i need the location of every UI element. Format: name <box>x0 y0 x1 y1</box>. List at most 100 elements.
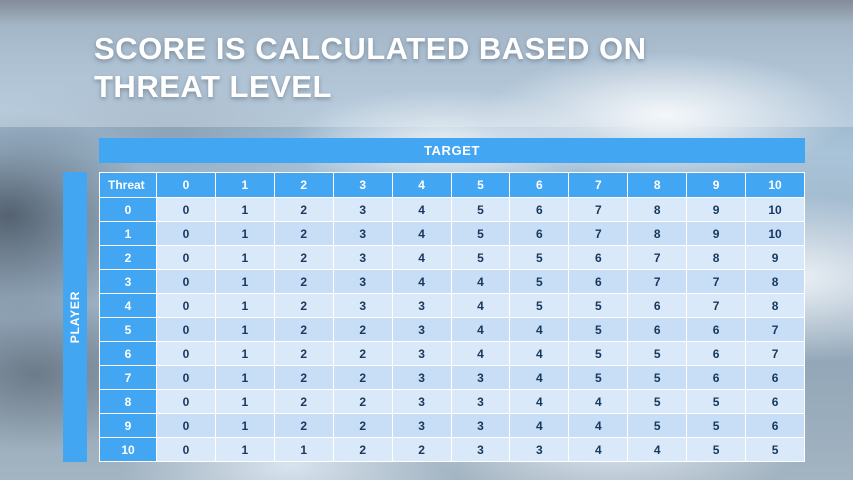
score-cell: 3 <box>450 389 511 414</box>
score-cell: 5 <box>627 413 688 438</box>
score-cell: 3 <box>391 317 452 342</box>
score-cell: 2 <box>273 197 334 222</box>
score-cell: 2 <box>273 221 334 246</box>
row-header: 8 <box>99 389 157 414</box>
score-cell: 5 <box>686 437 747 462</box>
row-header: 4 <box>99 293 157 318</box>
score-cell: 5 <box>627 365 688 390</box>
score-cell: 6 <box>745 389 805 414</box>
column-header: 1 <box>214 172 275 198</box>
score-cell: 3 <box>450 413 511 438</box>
row-header: 10 <box>99 437 157 462</box>
score-cell: 2 <box>332 317 393 342</box>
table-body: 0 0 1 2 3 4 5 6 7 8 9 10 1 0 1 2 3 4 5 6 7 8 9 10 2 0 1 2 3 4 5 5 6 7 8 9 3 0… <box>99 197 805 462</box>
score-cell: 5 <box>745 437 805 462</box>
slide-title: SCORE IS CALCULATED BASED ON THREAT LEVE… <box>94 30 794 106</box>
player-axis-label: PLAYER <box>63 172 87 462</box>
score-cell: 3 <box>391 293 452 318</box>
score-cell: 1 <box>214 245 275 270</box>
score-cell: 3 <box>509 437 570 462</box>
score-cell: 2 <box>332 365 393 390</box>
score-cell: 0 <box>156 269 216 294</box>
score-cell: 4 <box>450 293 511 318</box>
score-cell: 0 <box>156 389 216 414</box>
score-cell: 6 <box>509 197 570 222</box>
score-cell: 2 <box>273 389 334 414</box>
score-cell: 8 <box>627 197 688 222</box>
score-cell: 3 <box>391 389 452 414</box>
score-cell: 6 <box>686 317 747 342</box>
table-row: 10 0 1 1 2 2 3 3 4 4 5 5 <box>99 437 805 462</box>
score-cell: 1 <box>214 389 275 414</box>
score-cell: 1 <box>214 341 275 366</box>
column-header: 3 <box>332 172 393 198</box>
score-cell: 5 <box>568 341 629 366</box>
score-cell: 1 <box>214 221 275 246</box>
score-cell: 0 <box>156 317 216 342</box>
score-cell: 5 <box>568 317 629 342</box>
column-header: 6 <box>509 172 570 198</box>
score-cell: 2 <box>273 413 334 438</box>
score-cell: 7 <box>686 269 747 294</box>
score-cell: 7 <box>686 293 747 318</box>
score-cell: 1 <box>214 317 275 342</box>
column-header: 4 <box>391 172 452 198</box>
score-cell: 4 <box>568 389 629 414</box>
score-cell: 5 <box>450 245 511 270</box>
table-row: 0 0 1 2 3 4 5 6 7 8 9 10 <box>99 197 805 222</box>
score-cell: 6 <box>686 365 747 390</box>
score-cell: 10 <box>745 197 805 222</box>
column-header: 9 <box>686 172 747 198</box>
score-cell: 6 <box>745 365 805 390</box>
row-header: 5 <box>99 317 157 342</box>
score-cell: 2 <box>332 389 393 414</box>
score-cell: 4 <box>509 389 570 414</box>
score-cell: 10 <box>745 221 805 246</box>
score-cell: 3 <box>332 197 393 222</box>
score-cell: 7 <box>627 269 688 294</box>
row-header: 6 <box>99 341 157 366</box>
score-cell: 4 <box>391 197 452 222</box>
score-cell: 0 <box>156 437 216 462</box>
column-header: 5 <box>450 172 511 198</box>
score-cell: 2 <box>332 413 393 438</box>
score-cell: 4 <box>450 269 511 294</box>
score-cell: 5 <box>568 365 629 390</box>
score-cell: 4 <box>627 437 688 462</box>
title-line-2: THREAT LEVEL <box>94 68 332 104</box>
score-cell: 9 <box>686 197 747 222</box>
row-header: 3 <box>99 269 157 294</box>
score-cell: 5 <box>509 269 570 294</box>
score-cell: 3 <box>332 221 393 246</box>
title-line-1: SCORE IS CALCULATED BASED ON <box>94 31 647 66</box>
score-cell: 5 <box>686 413 747 438</box>
score-cell: 4 <box>509 317 570 342</box>
score-cell: 6 <box>745 413 805 438</box>
score-cell: 6 <box>568 269 629 294</box>
column-header: 2 <box>273 172 334 198</box>
score-cell: 2 <box>332 437 393 462</box>
score-cell: 7 <box>568 197 629 222</box>
score-cell: 2 <box>273 293 334 318</box>
score-cell: 5 <box>627 341 688 366</box>
score-cell: 0 <box>156 221 216 246</box>
table-head: Threat 0 1 2 3 4 5 6 7 8 9 10 <box>99 172 805 198</box>
score-cell: 4 <box>568 437 629 462</box>
score-cell: 6 <box>627 317 688 342</box>
row-header: 9 <box>99 413 157 438</box>
score-cell: 7 <box>745 341 805 366</box>
column-header: 10 <box>745 172 805 198</box>
title-overlay <box>0 0 853 127</box>
column-header: 8 <box>627 172 688 198</box>
score-cell: 0 <box>156 197 216 222</box>
column-header: 0 <box>156 172 216 198</box>
score-cell: 2 <box>273 269 334 294</box>
score-cell: 6 <box>509 221 570 246</box>
row-header: 1 <box>99 221 157 246</box>
score-cell: 3 <box>391 413 452 438</box>
